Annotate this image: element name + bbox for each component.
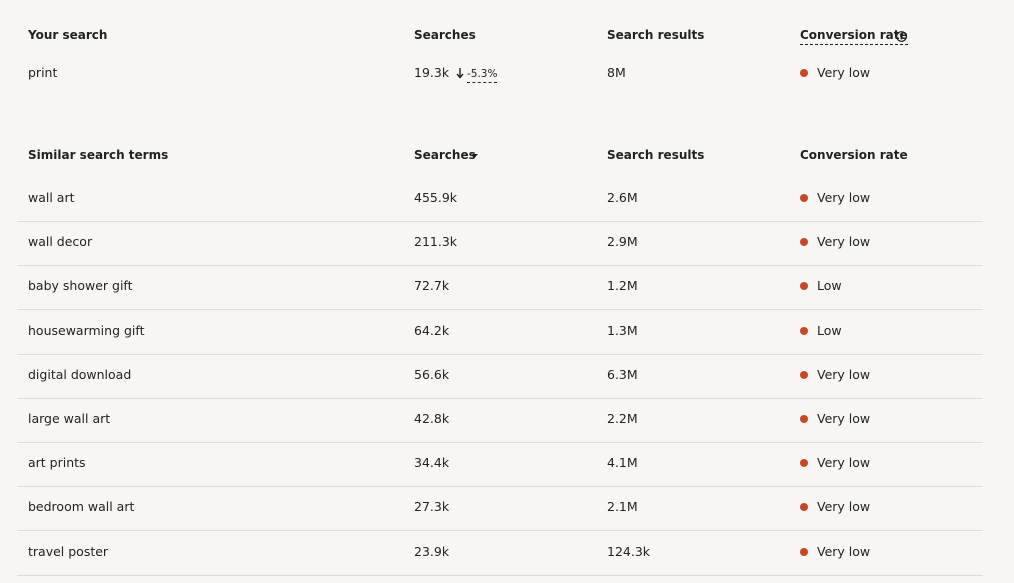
searches: 27.3k (414, 499, 450, 515)
conversion-rate: Low (817, 322, 842, 338)
searches: 19.3k (414, 65, 450, 80)
conversion-rate: Very low (817, 455, 871, 471)
column-header: Your search (28, 28, 108, 42)
svg-text:?: ? (899, 32, 904, 41)
conversion-dot (800, 503, 808, 512)
conversion-dot (800, 238, 808, 247)
search-results: 6.3M (607, 366, 638, 382)
conversion-rate: Very low (817, 366, 871, 382)
searches: 42.8k (414, 411, 450, 426)
search-term: baby shower gift (28, 278, 133, 294)
searches: 455.9k (414, 190, 458, 205)
search-term: print (28, 65, 58, 80)
column-header: Conversion rate (800, 148, 908, 162)
search-results: 2.9M (607, 234, 638, 250)
column-header: Search results (607, 28, 705, 42)
conversion-dot (800, 459, 808, 468)
row-separator (17, 265, 983, 266)
conversion-rate: Very low (817, 411, 871, 426)
column-header: Conversion rate (800, 26, 908, 45)
search-term: housewarming gift (28, 322, 145, 338)
searches: 211.3k (414, 234, 458, 250)
search-results: 1.2M (607, 278, 638, 294)
down-arrow-icon (456, 68, 464, 79)
search-term: travel poster (28, 543, 109, 559)
searches: 34.4k (414, 455, 450, 471)
conversion-rate: Very low (817, 190, 871, 205)
conversion-dot (800, 415, 808, 423)
column-header: Search results (607, 148, 705, 162)
search-term: wall decor (28, 234, 93, 250)
row-separator (17, 530, 983, 531)
search-results: 1.3M (607, 322, 638, 338)
row-separator (17, 309, 983, 310)
search-term: large wall art (28, 411, 111, 426)
searches: 64.2k (414, 322, 450, 338)
search-results: 124.3k (607, 543, 651, 559)
search-results: 4.1M (607, 455, 638, 471)
column-header: Similar search terms (28, 148, 169, 162)
conversion-rate: Very low (817, 499, 871, 515)
conversion-dot (800, 282, 808, 291)
searches: 23.9k (414, 543, 450, 559)
search-results: 2.2M (607, 411, 638, 426)
conversion-dot (800, 326, 808, 335)
conversion-rate: Very low (817, 234, 871, 250)
column-header: Searches (414, 28, 476, 42)
row-separator (17, 486, 983, 487)
search-results: 8M (607, 65, 626, 80)
search-term: art prints (28, 455, 86, 471)
conversion-dot (800, 370, 808, 379)
conversion-rate: Low (817, 278, 842, 294)
search-results: 2.6M (607, 190, 638, 205)
search-term: digital download (28, 366, 132, 382)
search-term: bedroom wall art (28, 499, 135, 515)
conversion-rate: Very low (817, 543, 871, 559)
search-results: 2.1M (607, 499, 638, 515)
conversion-rate: Very low (817, 65, 871, 80)
searches: 56.6k (414, 366, 450, 382)
row-separator (17, 575, 983, 576)
row-separator (17, 398, 983, 399)
row-separator (17, 442, 983, 443)
conversion-dot (800, 547, 808, 556)
help-icon: ? (896, 31, 907, 42)
row-separator (17, 354, 983, 355)
searches-change: -5.3% (467, 66, 498, 83)
searches: 72.7k (414, 278, 450, 294)
conversion-dot (800, 69, 808, 77)
row-separator (17, 221, 983, 222)
sort-caret-icon (472, 154, 478, 158)
column-header: Searches (414, 148, 476, 162)
conversion-dot (800, 194, 808, 202)
search-term: wall art (28, 190, 75, 205)
